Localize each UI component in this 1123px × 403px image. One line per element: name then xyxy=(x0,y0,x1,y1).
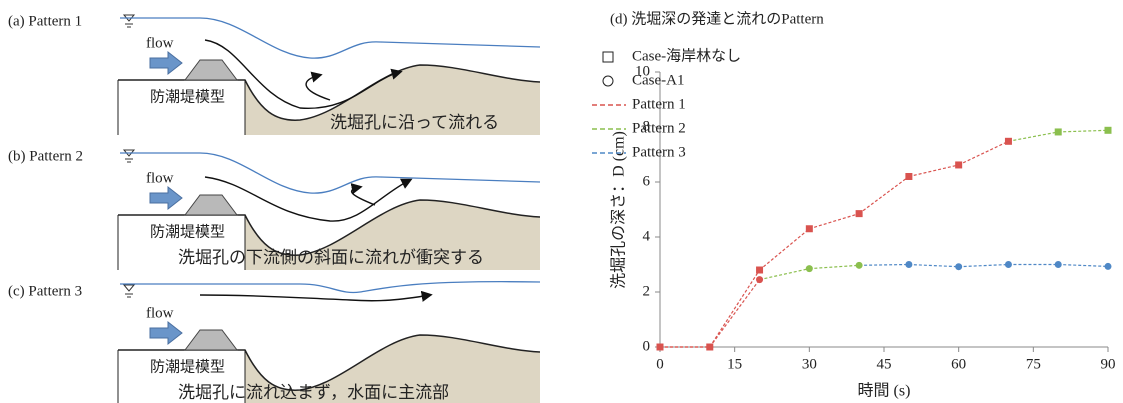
legend-label: Pattern 2 xyxy=(632,120,686,136)
legend-marker xyxy=(603,52,613,62)
flow-label: flow xyxy=(146,305,174,321)
x-axis-label: 時間 (s) xyxy=(858,382,911,400)
y-tick-label: 2 xyxy=(643,283,651,299)
data-point xyxy=(1105,127,1112,134)
flow-path xyxy=(352,187,375,205)
series-segment xyxy=(1058,265,1108,267)
data-point xyxy=(1005,138,1012,145)
model-box xyxy=(118,80,245,135)
series-segment xyxy=(859,177,909,214)
data-point xyxy=(905,173,912,180)
series-segment xyxy=(909,265,959,267)
model-label: 防潮堤模型 xyxy=(150,358,225,375)
data-point xyxy=(856,262,863,269)
series-segment xyxy=(1008,132,1058,141)
x-tick-label: 15 xyxy=(727,356,742,372)
series-segment xyxy=(710,270,760,347)
y-axis-label: 洗堀孔の深さ：D (cm) xyxy=(610,131,628,289)
series-segment xyxy=(710,280,760,347)
x-tick-label: 30 xyxy=(802,356,817,372)
x-tick-label: 60 xyxy=(951,356,966,372)
data-point xyxy=(1005,261,1012,268)
data-point xyxy=(856,210,863,217)
data-point xyxy=(1105,263,1112,270)
water-surface xyxy=(120,153,540,193)
x-tick-label: 45 xyxy=(877,356,892,372)
legend-label: Case-A1 xyxy=(632,72,685,88)
caption: 洗堀孔に流れ込まず，水面に主流部 xyxy=(178,383,449,402)
legend-label: Pattern 1 xyxy=(632,96,686,112)
legend-label: Case-海岸林なし xyxy=(632,47,741,64)
x-tick-label: 0 xyxy=(656,356,664,372)
data-point xyxy=(756,276,763,283)
data-point xyxy=(806,225,813,232)
series-segment xyxy=(760,269,810,280)
series-segment xyxy=(959,141,1009,165)
y-tick-label: 4 xyxy=(643,228,651,244)
y-tick-label: 0 xyxy=(643,338,651,354)
flow-path xyxy=(200,295,430,301)
flow-label: flow xyxy=(146,35,174,51)
data-point xyxy=(756,267,763,274)
levee xyxy=(185,195,237,215)
caption: 洗堀孔の下流側の斜面に流れが衝突する xyxy=(178,248,484,267)
flow-label: flow xyxy=(146,170,174,186)
panel-label: (b) Pattern 2 xyxy=(8,148,83,164)
series-segment xyxy=(859,265,909,266)
flow-arrow xyxy=(150,52,182,74)
model-label: 防潮堤模型 xyxy=(150,88,225,105)
series-segment xyxy=(1058,130,1108,132)
legend-label: Pattern 3 xyxy=(632,144,686,160)
x-tick-label: 75 xyxy=(1026,356,1041,372)
panel-label: (c) Pattern 3 xyxy=(8,283,82,299)
data-point xyxy=(1055,261,1062,268)
water-surface xyxy=(120,18,540,58)
series-segment xyxy=(760,229,810,270)
flow-arrow xyxy=(150,322,182,344)
x-tick-label: 90 xyxy=(1101,356,1116,372)
caption: 洗堀孔に沿って流れる xyxy=(330,113,499,132)
water-symbol xyxy=(124,150,134,162)
chart: (d) 洗堀深の発達と流れのPattern 時間 (s) 洗堀孔の深さ：D (c… xyxy=(592,10,1116,399)
y-tick-label: 6 xyxy=(643,173,651,189)
legend-marker xyxy=(603,76,613,86)
water-symbol xyxy=(124,15,134,27)
panel-label: (a) Pattern 1 xyxy=(8,13,82,29)
series-segment xyxy=(809,265,859,268)
data-point xyxy=(657,344,664,351)
series-segment xyxy=(809,214,859,229)
chart-title: (d) 洗堀深の発達と流れのPattern xyxy=(610,10,824,27)
flow-path xyxy=(306,75,330,100)
water-symbol xyxy=(124,285,134,297)
data-point xyxy=(806,265,813,272)
series-segment xyxy=(959,265,1009,267)
figure: (a) Pattern 1flow防潮堤模型洗堀孔に沿って流れる(b) Patt… xyxy=(0,0,1123,403)
levee xyxy=(185,330,237,350)
data-point xyxy=(905,261,912,268)
data-point xyxy=(955,263,962,270)
water-surface xyxy=(120,282,540,293)
data-point xyxy=(1055,128,1062,135)
model-label: 防潮堤模型 xyxy=(150,223,225,240)
data-point xyxy=(955,161,962,168)
data-point xyxy=(706,344,713,351)
series-segment xyxy=(909,165,959,177)
levee xyxy=(185,60,237,80)
flow-arrow xyxy=(150,187,182,209)
